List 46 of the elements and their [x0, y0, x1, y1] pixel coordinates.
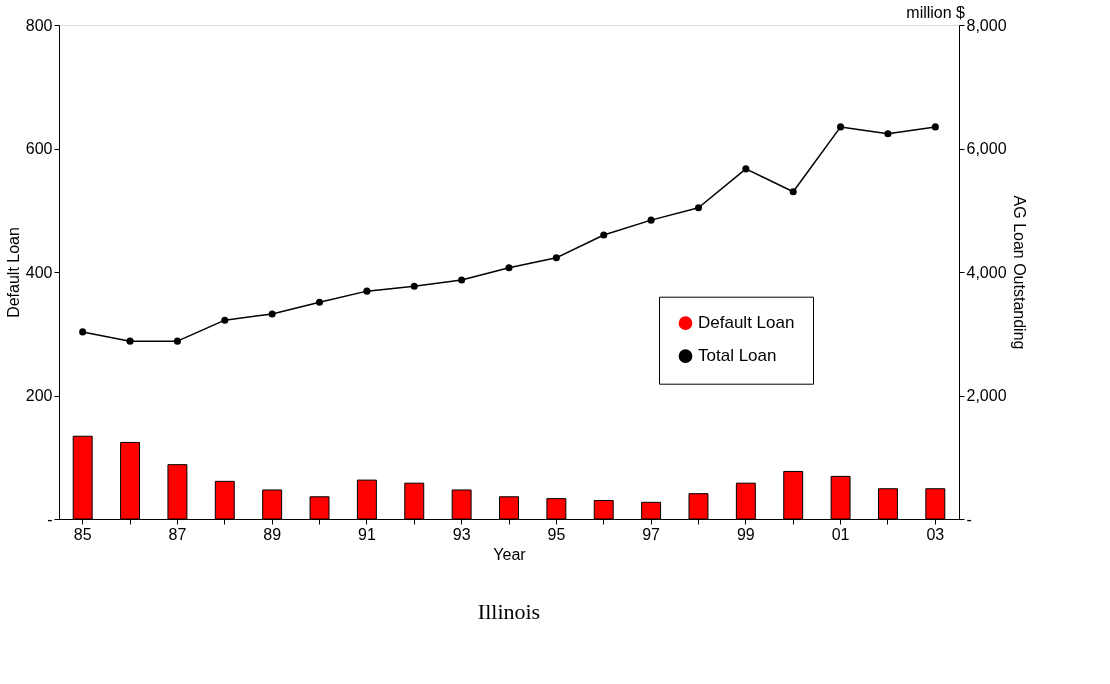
y2-axis-title: AG Loan Outstanding	[1010, 195, 1028, 350]
point	[694, 204, 703, 212]
point	[458, 276, 466, 284]
point	[931, 123, 939, 131]
point	[505, 264, 513, 272]
point	[268, 310, 276, 318]
x-tick-label: 87	[168, 525, 187, 543]
x-tick-label: 91	[358, 525, 376, 543]
point	[410, 282, 418, 290]
x-axis-title: Year	[493, 545, 527, 563]
y2-tick-label: 4,000	[966, 263, 1007, 281]
point	[837, 123, 845, 131]
x-tick-label: 89	[263, 525, 282, 543]
point	[126, 337, 134, 345]
point	[884, 130, 892, 138]
y-tick-label: 200	[25, 387, 53, 404]
x-tick-label: 93	[452, 525, 471, 543]
point	[79, 328, 87, 336]
point	[552, 254, 560, 262]
x-tick-label: 85	[73, 525, 92, 543]
point	[363, 287, 371, 295]
text: Illinois	[477, 599, 541, 624]
y-tick-label: 400	[25, 263, 53, 281]
x-tick-label: 01	[831, 525, 850, 543]
y2-tick-label: 8,000	[966, 16, 1007, 34]
y2-tick-label: -	[966, 510, 972, 528]
legend-label: Default Loan	[698, 313, 795, 333]
point	[742, 165, 750, 173]
point	[600, 231, 608, 239]
legend-label: Total Loan	[698, 346, 777, 366]
y-axis-title: Default Loan	[4, 227, 22, 318]
point	[221, 316, 229, 324]
x-tick-label: 97	[642, 525, 661, 543]
point	[315, 298, 324, 306]
text: million $	[906, 4, 966, 21]
y2-tick-label: 6,000	[966, 140, 1007, 157]
y-tick-label: 800	[25, 16, 53, 34]
point	[173, 337, 181, 345]
x-tick-label: 03	[926, 525, 945, 543]
y-tick-label: -	[47, 510, 53, 528]
y2-tick-label: 2,000	[966, 387, 1007, 404]
x-tick-label: 99	[736, 525, 755, 543]
y-tick-label: 600	[25, 140, 53, 157]
x-tick-label: 95	[547, 525, 566, 543]
point	[647, 216, 655, 224]
point	[789, 188, 797, 196]
